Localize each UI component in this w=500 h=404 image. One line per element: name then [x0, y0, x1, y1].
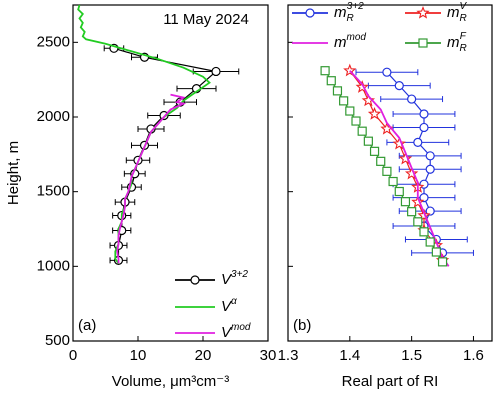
marker [419, 193, 429, 203]
x-tick-label: 20 [195, 347, 212, 364]
marker [419, 122, 429, 133]
marker [351, 116, 361, 126]
legend-sub: R [460, 43, 467, 54]
legend-label: Vα [221, 296, 237, 315]
date-annotation: 11 May 2024 [163, 11, 249, 28]
marker [431, 247, 441, 257]
marker [363, 136, 373, 146]
legend-sup: F [460, 31, 467, 42]
marker [404, 166, 419, 180]
marker [382, 166, 392, 176]
x-tick-label: 1.6 [463, 347, 484, 364]
marker [425, 206, 435, 216]
marker [332, 86, 343, 96]
legend-sup: α [231, 296, 237, 307]
legend-label: V3+2 [221, 269, 248, 288]
legend-label: mRF [447, 31, 467, 54]
marker [413, 137, 423, 147]
legend-name: m [334, 34, 347, 51]
legend-sub: R [347, 13, 354, 24]
marker [345, 106, 355, 116]
panel-label: (a) [78, 317, 96, 334]
legend-name: m [447, 4, 460, 21]
legend-name: m [334, 4, 347, 21]
marker [425, 237, 435, 247]
marker [211, 66, 221, 77]
marker [394, 186, 404, 197]
y-tick-label: 2000 [37, 108, 70, 125]
marker [320, 66, 330, 76]
x-tick-label: 1.4 [339, 347, 360, 364]
marker [425, 151, 435, 161]
y-tick-label: 2500 [37, 33, 70, 50]
x-tick-label: 10 [130, 347, 147, 364]
marker [357, 126, 367, 136]
panel-label: (b) [293, 317, 311, 334]
legend-name: V [221, 324, 233, 341]
marker [367, 107, 382, 120]
marker [418, 38, 428, 48]
marker [361, 93, 376, 107]
legend-name: m [447, 34, 460, 51]
marker [413, 217, 423, 227]
x-tick-label: 1.3 [278, 347, 299, 364]
plot-frame [72, 4, 269, 342]
x-tick-label: 30 [260, 347, 277, 364]
legend-sub: R [460, 13, 467, 24]
series-line [113, 47, 218, 261]
y-tick-label: 1000 [37, 257, 70, 274]
marker [326, 76, 336, 86]
legend-name: V [221, 271, 233, 288]
series-line [116, 93, 187, 264]
marker [407, 207, 417, 217]
x-axis-label: Volume, μm³cm⁻³ [112, 373, 229, 390]
x-tick-label: 0 [69, 347, 77, 364]
marker [305, 8, 315, 18]
marker [369, 146, 380, 156]
marker [419, 109, 429, 119]
legend-label: mR3+2 [334, 1, 364, 24]
legend-label: mmod [334, 32, 366, 51]
marker [400, 197, 411, 207]
y-tick-label: 1500 [37, 183, 70, 200]
marker [425, 164, 435, 174]
marker [437, 257, 448, 267]
marker [388, 176, 398, 187]
legend-sup: V [460, 1, 468, 12]
y-axis-label: Height, m [5, 141, 22, 205]
legend-label: mRV [447, 1, 468, 24]
legend-label: Vmod [221, 322, 251, 341]
legend-sup: 3+2 [231, 269, 248, 280]
marker [355, 80, 369, 93]
legend-sup: 3+2 [347, 1, 364, 12]
marker [394, 81, 404, 91]
legend-sup: mod [347, 32, 367, 43]
marker [398, 151, 413, 165]
x-tick-label: 1.5 [401, 347, 422, 364]
marker [382, 67, 392, 77]
legend-name: V [221, 298, 233, 315]
marker [419, 227, 429, 237]
plot-frame [287, 4, 493, 342]
marker [339, 96, 349, 106]
marker [407, 94, 417, 104]
x-axis-label: Real part of RI [342, 373, 439, 390]
marker [376, 156, 386, 166]
marker [417, 208, 431, 222]
y-tick-label: 500 [45, 332, 70, 349]
marker [416, 5, 430, 19]
series-line [77, 4, 211, 264]
legend-sup: mod [231, 322, 251, 333]
marker [190, 275, 200, 285]
